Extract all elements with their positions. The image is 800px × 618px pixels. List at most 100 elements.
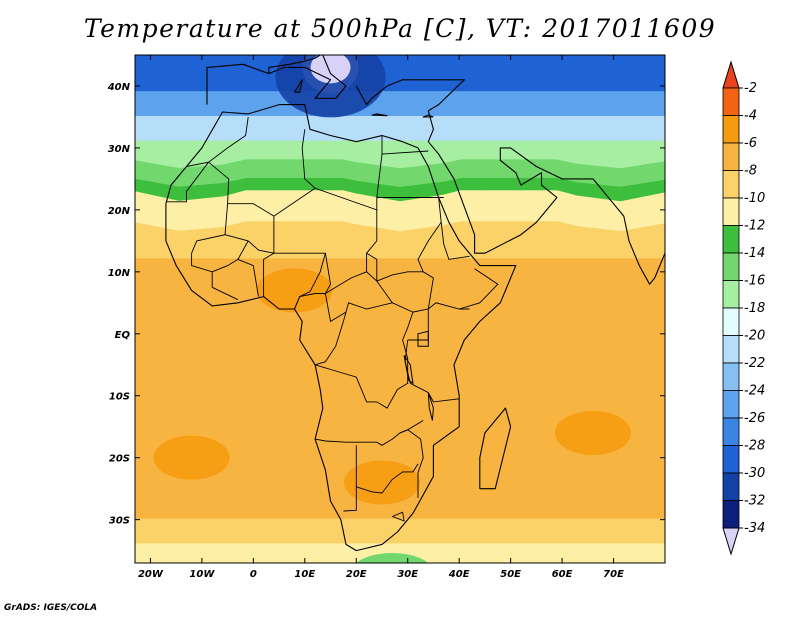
country-border (263, 252, 275, 297)
colorbar-label: -2 (744, 81, 757, 96)
coastline (479, 407, 512, 490)
country-border (237, 240, 249, 260)
colorbar-label: -14 (744, 246, 765, 261)
country-border (314, 311, 414, 409)
country-border (314, 311, 347, 366)
colorbar-label: -4 (744, 109, 757, 124)
colorbar-swatch (722, 142, 740, 171)
colorbar-swatch (722, 445, 740, 474)
map-title: Temperature at 500hPa [C], VT: 201701160… (83, 14, 717, 43)
x-tick-label: 10W (189, 569, 215, 580)
warm-patch (256, 268, 333, 313)
country-border (366, 252, 378, 282)
field-band (135, 543, 665, 563)
country-border (191, 203, 229, 254)
coastline (206, 55, 347, 105)
x-tick-label: 70E (603, 569, 624, 580)
y-tick-label: 30N (108, 144, 131, 155)
colorbar-swatch (722, 390, 740, 419)
country-border (301, 129, 316, 189)
cold-core-inner (310, 55, 351, 84)
colorbar: -2 -4 -6 -8 -10 -12 -14 -16 -18 -20 -22 -24 -26 -28 -3… (722, 60, 765, 556)
coastline (294, 79, 303, 93)
country-border (459, 268, 499, 310)
y-tick-label: 20N (108, 206, 131, 217)
colorbar-swatch (722, 362, 740, 391)
colorbar-top-triangle (722, 60, 740, 89)
colorbar-label: -32 (744, 494, 765, 509)
country-border (186, 116, 249, 167)
colorbar-label: -26 (744, 411, 765, 426)
country-border (392, 511, 405, 522)
field-front-edge (135, 151, 665, 169)
lake-outline (427, 392, 434, 421)
coastline (355, 79, 665, 285)
colorbar-label: -16 (744, 274, 765, 289)
y-tick-label: EQ (115, 330, 131, 341)
country-border (417, 222, 442, 310)
country-border (208, 135, 383, 217)
x-tick-label: 50E (500, 569, 521, 580)
country-border (356, 463, 419, 494)
coastline (165, 104, 517, 552)
coastline (422, 114, 434, 118)
southern-cool-patch (356, 553, 429, 563)
field-band (135, 91, 665, 118)
country-border (294, 293, 393, 323)
country-border (376, 271, 424, 282)
temperature-field (135, 55, 665, 563)
colorbar-bottom-triangle (722, 527, 740, 556)
field-band (135, 115, 665, 143)
colorbar-swatch (722, 225, 740, 254)
colorbar-label: -6 (744, 136, 757, 151)
colorbar-label: -18 (744, 301, 765, 316)
colorbar-label: -20 (744, 329, 765, 344)
x-tick-label: 40E (448, 569, 470, 580)
country-border (165, 161, 209, 203)
coastline (371, 113, 388, 117)
colorbar-swatch (722, 252, 740, 281)
colorbar-swatch (722, 500, 740, 529)
x-tick-label: 30E (397, 569, 418, 580)
lake-outline (417, 330, 429, 347)
colorbar-swatch (722, 335, 740, 364)
x-tick-label: 20E (346, 569, 367, 580)
warm-patch (554, 410, 631, 455)
x-tick-label: 60E (552, 569, 573, 580)
y-tick-label: 20S (109, 454, 130, 465)
country-border (399, 429, 424, 498)
y-tick-label: 40N (107, 82, 131, 93)
cold-core-ring (275, 55, 386, 118)
colorbar-swatch (722, 280, 740, 309)
colorbar-label: -12 (744, 219, 765, 234)
colorbar-label: -28 (744, 439, 765, 454)
country-border (366, 209, 378, 272)
country-border (294, 253, 326, 310)
warm-patch (343, 460, 420, 505)
field-front-edge (135, 169, 665, 187)
colorbar-label: -8 (744, 164, 757, 179)
colorbar-label: -34 (744, 521, 765, 536)
colorbar-swatch (722, 472, 740, 501)
colorbar-swatch (722, 170, 740, 199)
field-front-edge (135, 212, 665, 232)
plot-frame (134, 54, 666, 564)
colorbar-swatch (722, 197, 740, 226)
coastlines-and-borders (165, 55, 665, 552)
colorbar-label: -30 (744, 466, 765, 481)
colorbar-label: -22 (744, 356, 765, 371)
country-border (381, 150, 429, 155)
country-border (224, 216, 275, 254)
x-tick-label: 10E (294, 569, 315, 580)
lake-outline (403, 355, 414, 385)
warm-patch (153, 435, 230, 480)
y-tick-label: 10S (109, 392, 130, 403)
x-tick-label: 20W (138, 569, 164, 580)
colorbar-swatch (722, 417, 740, 446)
grads-credit: GrADS: IGES/COLA (4, 603, 98, 613)
colorbar-swatch (722, 115, 740, 144)
y-tick-label: 30S (109, 516, 130, 527)
colorbar-swatch (722, 307, 740, 336)
x-tick-label: 0 (250, 569, 257, 580)
